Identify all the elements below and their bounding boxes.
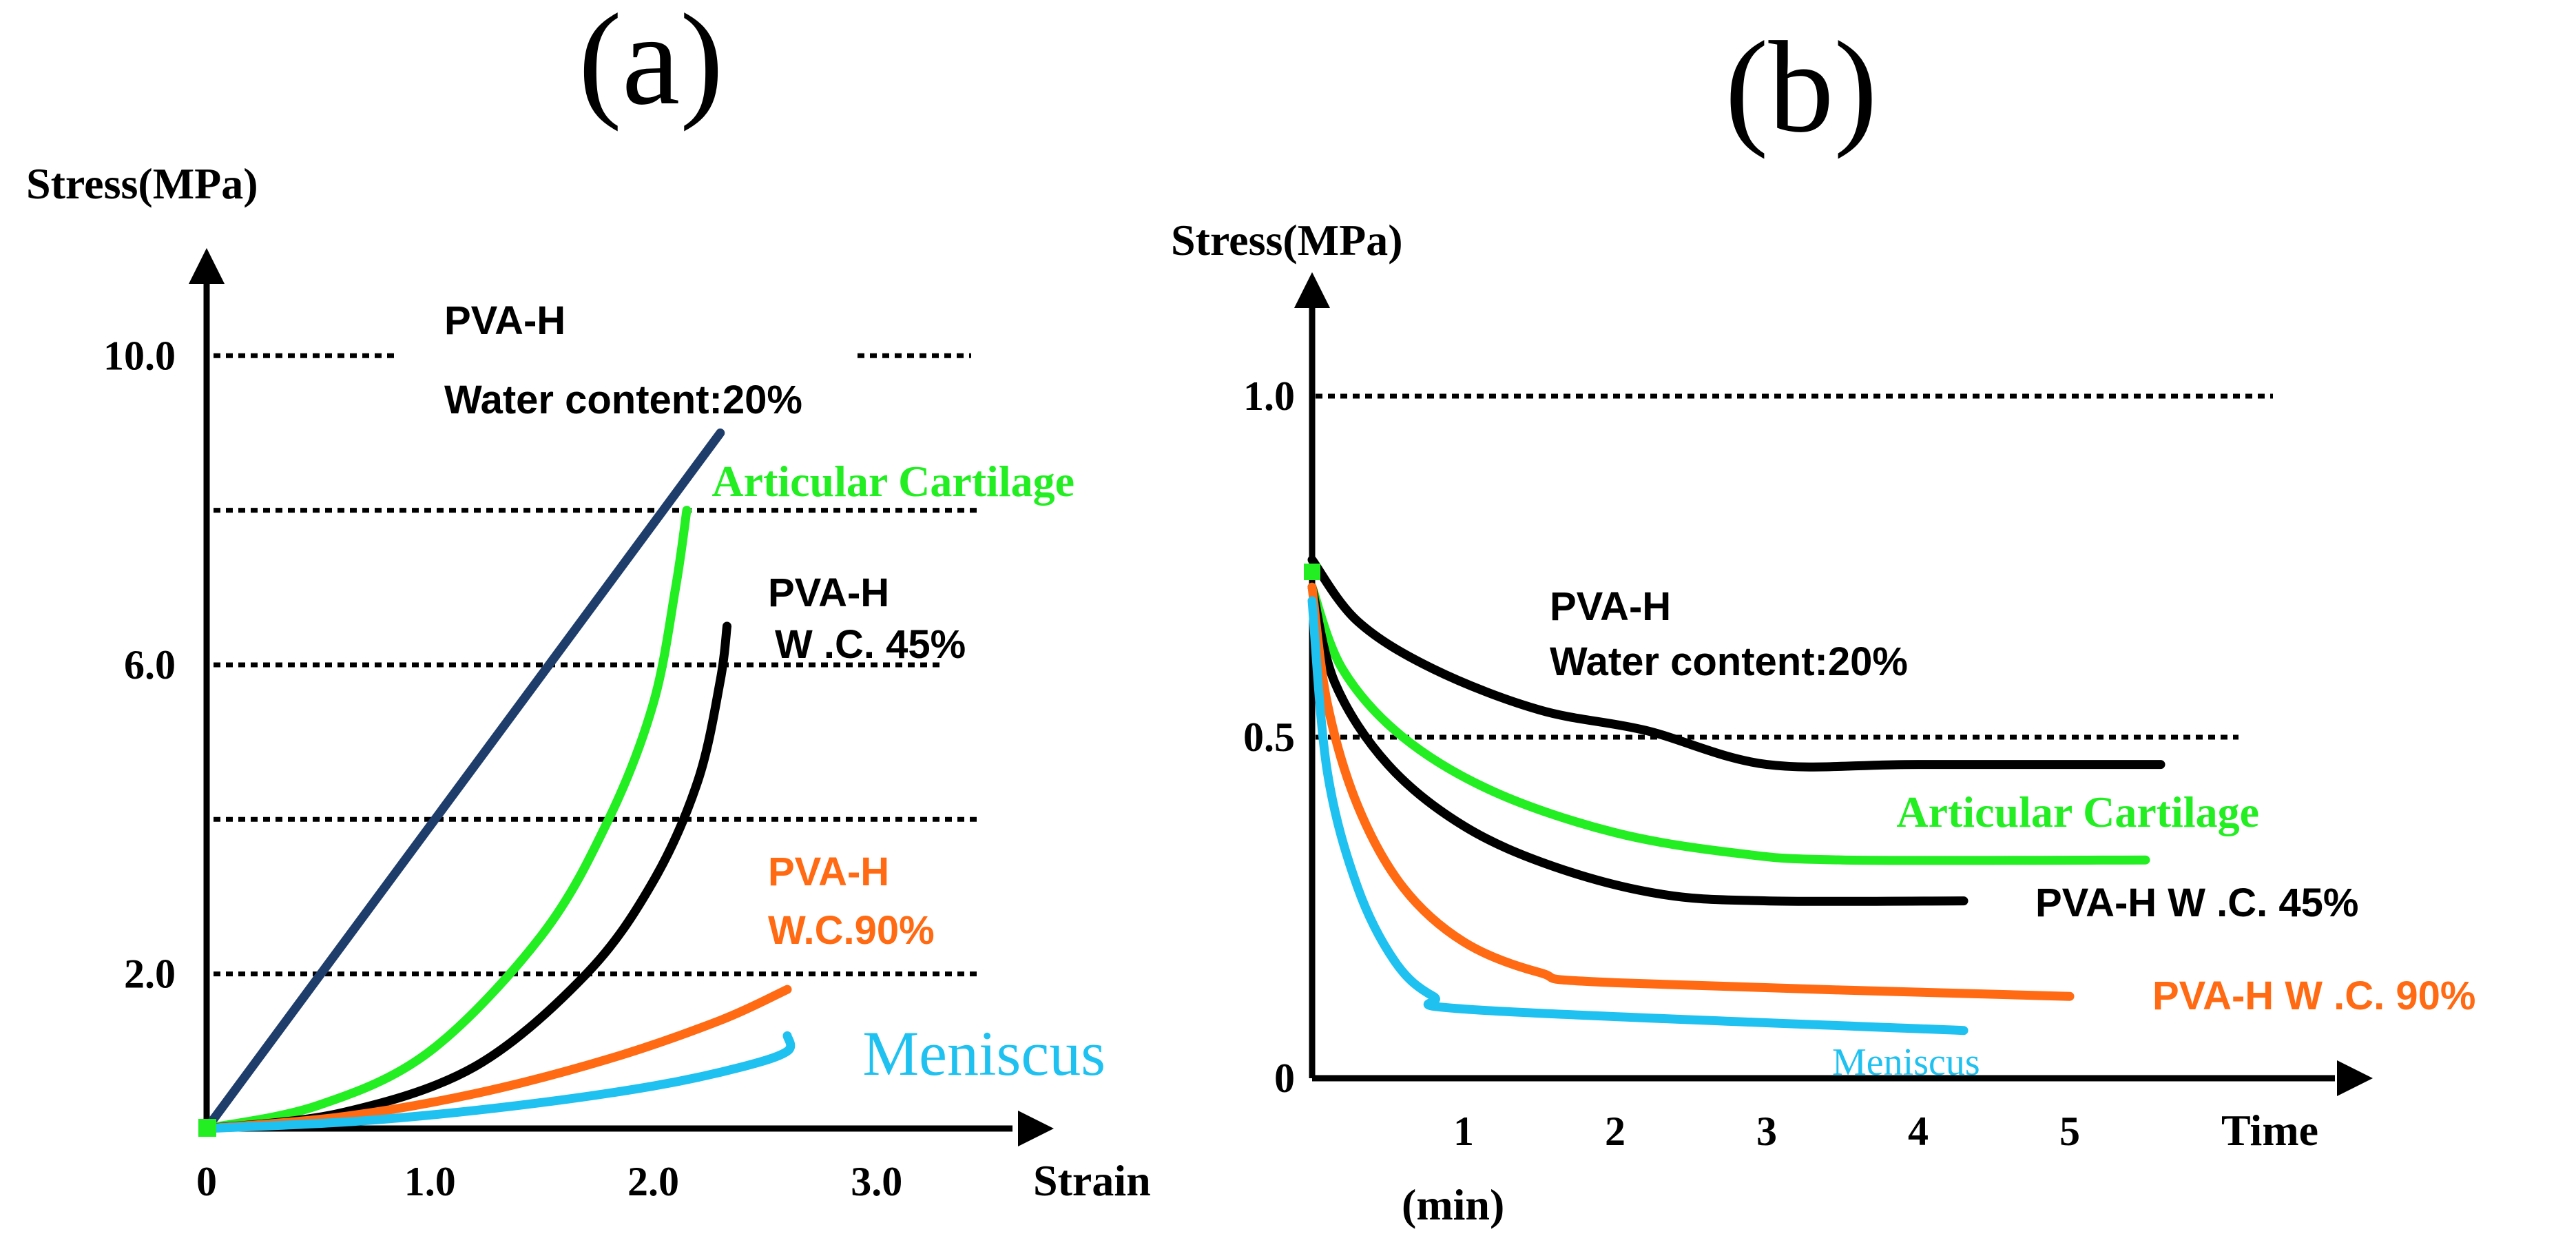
panel-b-x-axis-label: Time — [2221, 1106, 2318, 1155]
panel-b-x-tick-label: 2 — [1605, 1109, 1625, 1154]
panel-a-series-label: PVA-H — [768, 849, 889, 894]
panel-a-x-axis-label: Strain — [1033, 1156, 1151, 1205]
panel-a-series-line — [202, 621, 731, 1133]
panel-a-series-line — [202, 506, 692, 1133]
panel-b-y-axis-arrow — [1294, 272, 1330, 308]
panel-a-x-tick-label: 3.0 — [851, 1159, 902, 1204]
panel-a-series-label: PVA-H — [768, 570, 889, 615]
panel-b-series-line — [1307, 555, 2165, 772]
panel-b-series-label: Water content:20% — [1550, 639, 1908, 684]
panel-b-x-tick-label: 4 — [1908, 1109, 1929, 1154]
panel-a-series-line — [202, 428, 725, 1133]
panel-a-label: (a) — [579, 0, 724, 132]
panel-b-series-label: Meniscus — [1832, 1041, 1980, 1084]
panel-a-y-axis-label: Stress(MPa) — [26, 159, 258, 208]
panel-a-series-label: Water content:20% — [444, 378, 802, 422]
panel-a-series-label: PVA-H — [444, 298, 565, 343]
panel-a-y-tick-label: 6.0 — [124, 642, 176, 688]
panel-b-start-marker — [1304, 564, 1320, 580]
panel-b-y-axis-label: Stress(MPa) — [1171, 216, 1403, 265]
panel-a-series-label: Meniscus — [862, 1018, 1105, 1089]
panel-b-series-line — [1307, 596, 1969, 1036]
panel-b-x-tick-label: 1 — [1453, 1109, 1474, 1154]
panel-b-series-line — [1307, 582, 1969, 906]
panel-b-y-tick-label: 1.0 — [1243, 373, 1295, 419]
panel-a-series-label: Articular Cartilage — [711, 457, 1074, 506]
panel-a-x-tick-label: 0 — [196, 1159, 217, 1204]
panel-b-series-label: PVA-H W .C. 90% — [2152, 974, 2475, 1018]
panel-a-x-axis-arrow — [1018, 1111, 1054, 1146]
panel-b-stress-relaxation-chart: (b) Stress(MPa) Time (min) 1 2 3 4 5 0 0.5 1.0 PVA-H… — [1171, 15, 2475, 1229]
panel-a-x-tick-label: 1.0 — [404, 1159, 456, 1204]
panel-a-x-tick-label: 2.0 — [627, 1159, 679, 1204]
panel-b-series-line — [1307, 582, 2150, 865]
panel-b-x-unit-label: (min) — [1402, 1180, 1504, 1229]
panel-a-y-tick-label: 2.0 — [124, 951, 176, 997]
panel-b-x-tick-label: 5 — [2059, 1109, 2080, 1154]
panel-a-stress-strain-chart: (a) Stress(MPa) Strain 0 1.0 2.0 3.0 2.0 6.0 10.0… — [26, 0, 1151, 1205]
panel-a-origin-marker — [198, 1119, 216, 1137]
panel-b-y-tick-label: 0.5 — [1243, 714, 1295, 760]
panel-b-series-label: Articular Cartilage — [1896, 787, 2259, 836]
panel-b-label: (b) — [1725, 15, 1878, 160]
panel-a-series-line — [202, 1031, 796, 1133]
panel-a-y-axis-arrow — [189, 248, 225, 284]
panel-b-x-axis-arrow — [2337, 1060, 2373, 1096]
panel-b-series-line — [1307, 582, 2075, 1001]
panel-b-series-label: PVA-H W .C. 45% — [2035, 880, 2358, 925]
panel-b-series-label: PVA-H — [1550, 584, 1671, 629]
panel-b-x-tick-label: 3 — [1756, 1109, 1777, 1154]
panel-a-y-tick-label: 10.0 — [103, 333, 176, 378]
panel-a-series-label: W .C. 45% — [775, 622, 966, 667]
panel-a-series-label: W.C.90% — [768, 908, 935, 953]
panel-b-y-tick-label: 0 — [1274, 1055, 1295, 1101]
